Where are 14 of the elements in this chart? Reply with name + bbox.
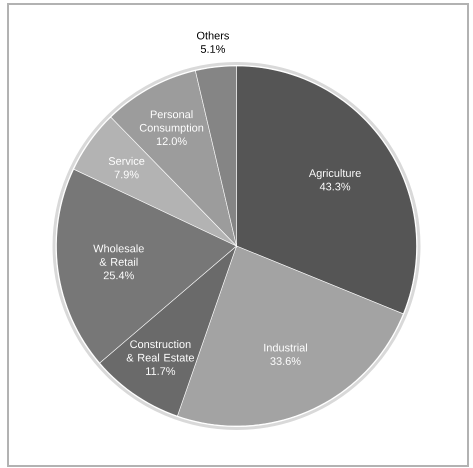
slice-label: Industrial <box>264 343 307 352</box>
data-label: 5.1% <box>200 45 225 53</box>
slice-label: Service <box>108 156 144 165</box>
data-label: 7.9% <box>114 170 139 178</box>
slice-label: Personal Consumption <box>140 110 204 134</box>
slice-label: Wholesale & Retail <box>93 244 144 266</box>
slice-label: Agriculture <box>308 168 361 180</box>
data-label: 33.6% <box>270 357 301 365</box>
data-label: 25.4% <box>104 272 134 280</box>
data-label: 12.0% <box>156 137 187 146</box>
slice-label: Construction & Real Estate <box>126 340 194 362</box>
slice-label: Others <box>196 31 229 40</box>
data-label: 43.3% <box>320 182 350 190</box>
data-label: 11.7% <box>146 367 176 375</box>
